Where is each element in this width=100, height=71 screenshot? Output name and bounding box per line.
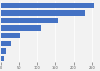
- Bar: [1, 48, 6, 54]
- Bar: [1, 10, 85, 16]
- Bar: [1, 56, 4, 61]
- Bar: [1, 33, 20, 38]
- Bar: [1, 25, 41, 31]
- Bar: [1, 3, 94, 8]
- Bar: [1, 41, 11, 46]
- Bar: [1, 18, 58, 23]
